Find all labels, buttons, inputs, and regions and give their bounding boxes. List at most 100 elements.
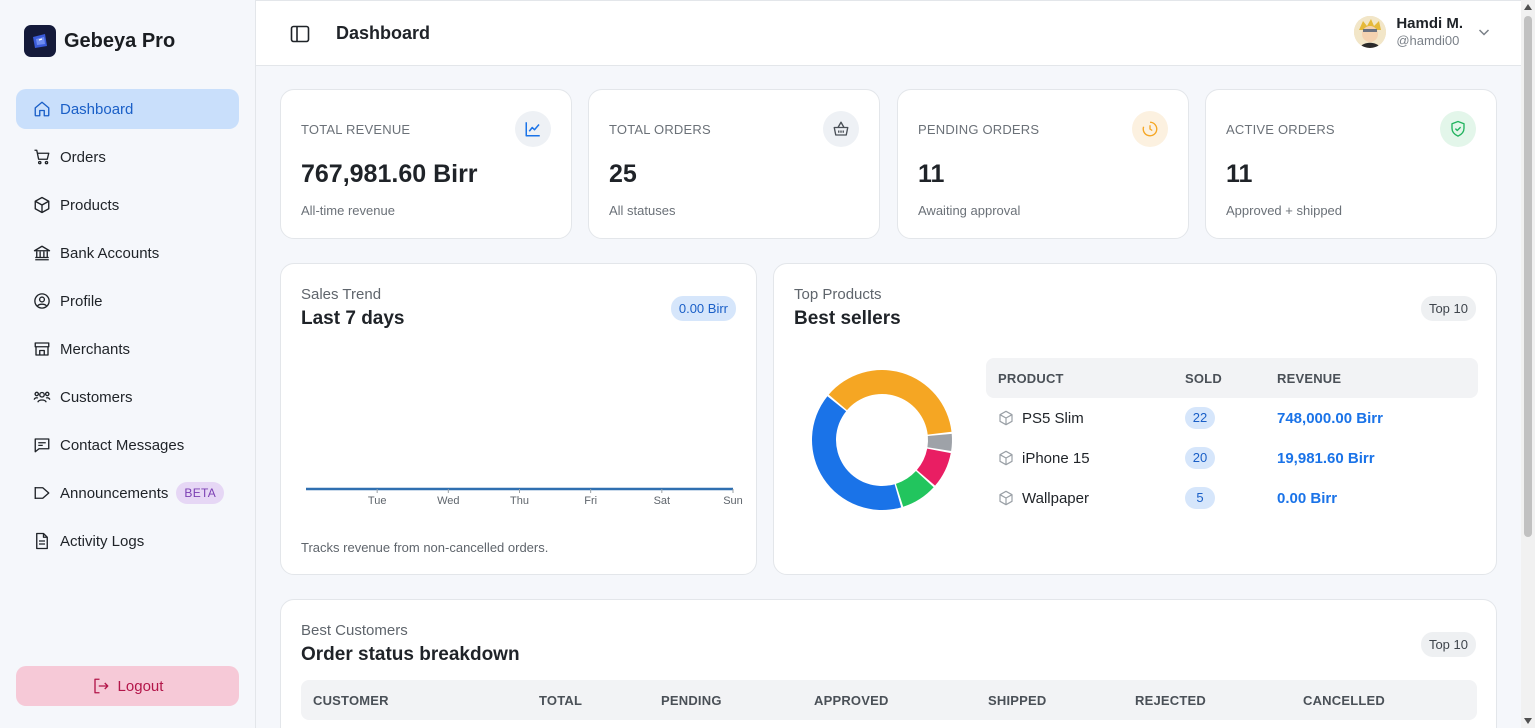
donut-slice-4[interactable] [895,471,934,507]
table-header: CUSTOMER TOTAL PENDING APPROVED SHIPPED … [301,680,1477,720]
card-title: Order status breakdown [301,644,520,665]
donut-slice-3[interactable] [916,448,951,486]
stat-sub: Awaiting approval [918,203,1021,218]
user-menu[interactable]: Hamdi M. @hamdi00 [1354,15,1491,48]
home-icon [32,99,52,119]
sidebar-item-bank-accounts[interactable]: Bank Accounts [16,233,239,273]
stat-sub: All-time revenue [301,203,395,218]
column-header-pending: PENDING [661,693,722,708]
megaphone-icon [32,483,52,503]
x-tick-label: Thu [510,495,529,507]
shield-check-icon [1440,111,1476,147]
cart-icon [32,147,52,167]
sidebar-nav: Dashboard Orders Products Bank Accounts … [16,89,239,569]
stat-sub: Approved + shipped [1226,203,1343,218]
table-row[interactable]: PS5 Slim 22 748,000.00 Birr [986,398,1478,438]
stat-card-active-orders: ACTIVE ORDERS 11 Approved + shipped [1205,89,1497,239]
stat-label: PENDING ORDERS [918,122,1040,137]
donut-slice-2[interactable] [927,433,952,452]
store-icon [32,339,52,359]
column-header-sold: SOLD [1185,370,1222,386]
sidebar-item-announcements[interactable]: Announcements BETA [16,473,239,513]
box-icon [999,490,1013,506]
scroll-down-icon[interactable] [1524,718,1532,724]
sidebar-item-dashboard[interactable]: Dashboard [16,89,239,129]
table-row[interactable]: Wallpaper 5 0.00 Birr [986,478,1478,518]
scroll-thumb[interactable] [1524,16,1532,537]
chevron-down-icon [1478,28,1490,36]
beta-badge: BETA [176,482,225,504]
best-sellers-donut [812,370,952,510]
message-icon [32,435,52,455]
sidebar-item-label: Products [60,196,120,214]
column-header-revenue: REVENUE [1277,370,1342,386]
brand-name: Gebeya Pro [64,29,176,52]
sidebar: Gebeya Pro Dashboard Orders Products Ban… [0,0,256,728]
product-name: PS5 Slim [1022,409,1084,427]
sales-trend-card: Sales Trend Last 7 days 0.00 Birr Tue Wed… [280,263,757,575]
table-header: PRODUCT SOLD REVENUE [986,358,1478,398]
sidebar-item-contact-messages[interactable]: Contact Messages [16,425,239,465]
product-revenue: 19,981.60 Birr [1277,449,1375,467]
column-header-approved: APPROVED [814,693,889,708]
card-title: Last 7 days [301,308,405,329]
sidebar-item-label: Orders [60,148,106,166]
sales-trend-chart: Tue Wed Thu Fri Sat Sun [306,487,743,507]
x-tick-label: Sun [723,495,743,507]
box-icon [32,195,52,215]
sidebar-item-products[interactable]: Products [16,185,239,225]
product-name: iPhone 15 [1022,449,1090,467]
sidebar-item-activity-logs[interactable]: Activity Logs [16,521,239,561]
stat-label: TOTAL REVENUE [301,122,411,137]
stat-value: 11 [918,160,945,188]
stat-label: TOTAL ORDERS [609,122,711,137]
sidebar-item-label: Profile [60,292,103,310]
box-icon [999,410,1013,426]
sidebar-item-customers[interactable]: Customers [16,377,239,417]
trend-icon [515,111,551,147]
donut-slice-1[interactable] [828,370,952,435]
sidebar-toggle-icon[interactable] [290,25,310,43]
column-header-cancelled: CANCELLED [1303,693,1385,708]
sold-count: 22 [1185,407,1215,429]
stat-sub: All statuses [609,203,676,218]
sidebar-item-label: Announcements [60,484,169,502]
logout-button[interactable]: Logout [16,666,239,706]
sales-total-badge: 0.00 Birr [670,296,736,321]
card-eyebrow: Top Products [794,286,882,303]
sidebar-item-merchants[interactable]: Merchants [16,329,239,369]
stat-label: ACTIVE ORDERS [1226,122,1335,137]
sidebar-item-label: Merchants [60,340,131,358]
sidebar-item-label: Contact Messages [60,436,185,454]
chart-footnote: Tracks revenue from non-cancelled orders… [301,540,549,555]
brand[interactable]: Gebeya Pro [24,25,175,57]
sidebar-item-label: Dashboard [60,100,134,118]
page-scrollbar[interactable] [1521,0,1535,728]
sidebar-item-orders[interactable]: Orders [16,137,239,177]
column-header-product: PRODUCT [998,370,1064,386]
sidebar-item-profile[interactable]: Profile [16,281,239,321]
sidebar-item-label: Customers [60,388,133,406]
x-tick-label: Fri [584,495,597,507]
best-customers-card: Best Customers Order status breakdown To… [280,599,1497,728]
donut-slice-5[interactable] [812,396,902,510]
scroll-up-icon[interactable] [1524,4,1532,10]
sidebar-item-label: Activity Logs [60,532,145,550]
sold-count: 20 [1185,447,1215,469]
logout-label: Logout [117,677,164,695]
table-row[interactable]: iPhone 15 20 19,981.60 Birr [986,438,1478,478]
top-products-table: PRODUCT SOLD REVENUE PS5 Slim 22 748,000… [986,358,1478,518]
x-tick-label: Tue [368,495,387,507]
stat-card-total-revenue: TOTAL REVENUE 767,981.60 Birr All-time r… [280,89,572,239]
page-title: Dashboard [336,23,431,43]
stat-value: 25 [609,160,637,188]
stat-value: 767,981.60 Birr [301,160,478,188]
sidebar-item-label: Bank Accounts [60,244,160,262]
column-header-rejected: REJECTED [1135,693,1206,708]
column-header-customer: CUSTOMER [313,693,389,708]
column-header-total: TOTAL [539,693,583,708]
sold-count: 5 [1185,487,1215,509]
card-eyebrow: Sales Trend [301,286,382,303]
bank-icon [32,243,52,263]
product-revenue: 0.00 Birr [1277,489,1338,507]
